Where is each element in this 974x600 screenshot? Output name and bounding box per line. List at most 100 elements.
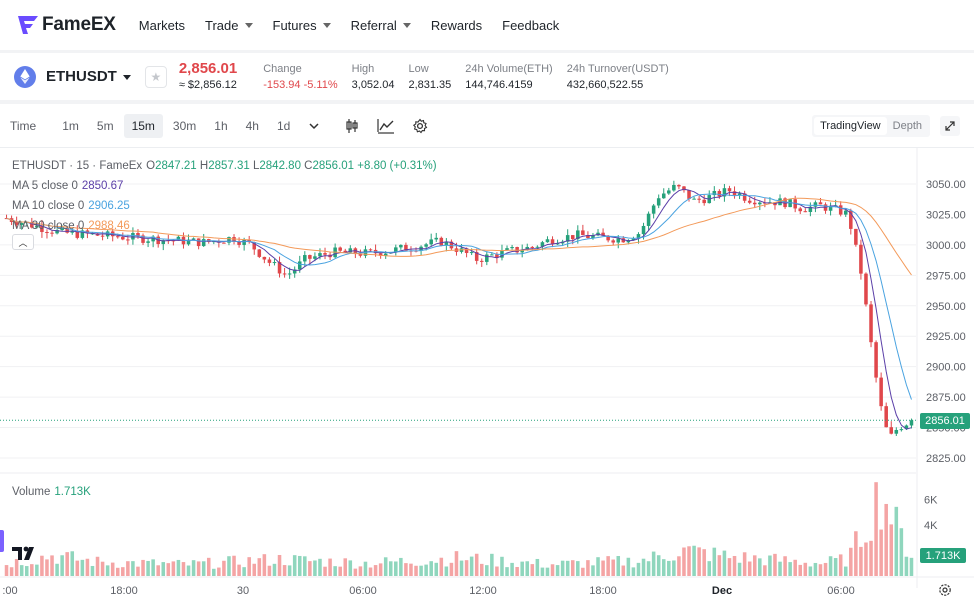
- interval-1d[interactable]: 1d: [276, 118, 291, 133]
- candle-body: [308, 255, 312, 259]
- volume-bar: [131, 561, 135, 576]
- favorite-star-icon[interactable]: ★: [144, 65, 167, 88]
- volume-bar: [874, 482, 878, 576]
- side-drawer-tab[interactable]: [0, 530, 4, 552]
- interval-1m[interactable]: 1m: [62, 118, 79, 133]
- price-chart[interactable]: 3050.00 3025.00 3000.00 2975.00 2950.00 2925.…: [0, 148, 974, 600]
- candle-body: [747, 200, 752, 203]
- stat-high-value: 3,052.04: [351, 78, 395, 91]
- volume-bar: [227, 556, 231, 576]
- nav-markets-label: Markets: [138, 17, 186, 33]
- candle-body: [30, 222, 34, 228]
- volume-bar: [742, 552, 747, 576]
- nav-trade[interactable]: Trade: [205, 17, 253, 33]
- volume-bar: [394, 561, 398, 576]
- volume-bar: [626, 557, 631, 576]
- candle-body: [449, 241, 454, 249]
- indicator-icon[interactable]: [376, 116, 396, 136]
- candle-body: [803, 211, 808, 213]
- volume-bar: [75, 560, 80, 576]
- fullscreen-icon[interactable]: [940, 116, 960, 136]
- volume-bar: [303, 556, 307, 576]
- stat-high: High 3,052.04: [352, 61, 395, 93]
- interval-30m[interactable]: 30m: [172, 118, 197, 133]
- interval-5m[interactable]: 5m: [96, 118, 114, 133]
- nav-trade-label: Trade: [205, 17, 239, 33]
- x-tick-label: 18:00: [110, 585, 138, 597]
- interval-1h[interactable]: 1h: [214, 118, 228, 133]
- candle-body: [479, 260, 484, 262]
- candle-body: [818, 202, 823, 205]
- volume-bar: [242, 567, 246, 576]
- candle-body: [191, 238, 196, 240]
- candle-body: [732, 191, 737, 196]
- volume-bar: [545, 567, 550, 576]
- candlestick-icon[interactable]: [342, 116, 362, 136]
- stat-low-value: 2,831.35: [408, 78, 452, 91]
- chart-settings-icon[interactable]: [938, 583, 952, 597]
- chart-legend: ETHUSDT · 15 · FameEx O 2847.21 H 2857.31 …: [12, 156, 437, 236]
- candle-body: [798, 208, 803, 212]
- volume-bar: [864, 542, 868, 576]
- collapse-legend-icon[interactable]: ︿: [12, 234, 34, 250]
- volume-bar: [606, 556, 610, 576]
- candle-body: [631, 238, 636, 241]
- volume-bar: [485, 565, 489, 576]
- interval-15m[interactable]: 15m: [123, 113, 163, 138]
- volume-bar: [444, 566, 449, 576]
- volume-bar: [656, 555, 661, 576]
- interval-4h[interactable]: 4h: [245, 118, 259, 133]
- nav-markets[interactable]: Markets: [139, 18, 185, 33]
- volume-value: 1.713K: [54, 486, 91, 498]
- chevron-down-icon[interactable]: [304, 116, 324, 136]
- volume-bar: [115, 567, 120, 576]
- volume-bar: [540, 567, 545, 576]
- nav-futures[interactable]: Futures: [273, 18, 331, 33]
- legend-ma5[interactable]: MA 5 close 0 2850.67: [12, 176, 437, 196]
- candle-body: [444, 241, 449, 246]
- volume-bar: [399, 557, 403, 576]
- volume-bar: [651, 551, 656, 576]
- volume-bar: [201, 561, 206, 576]
- volume-bar: [404, 563, 408, 576]
- nav-referral[interactable]: Referral: [351, 18, 411, 33]
- symbol-selector[interactable]: ETHUSDT: [46, 68, 131, 85]
- legend-ma10[interactable]: MA 10 close 0 2906.25: [12, 196, 437, 216]
- volume-bar: [570, 560, 575, 576]
- tab-depth[interactable]: Depth: [892, 120, 922, 132]
- volume-bar: [707, 561, 712, 576]
- candle-body: [742, 193, 747, 201]
- nav-feedback[interactable]: Feedback: [502, 18, 559, 33]
- volume-bar: [196, 561, 201, 576]
- candle-body: [90, 233, 95, 235]
- settings-icon[interactable]: [410, 116, 430, 136]
- candle-body: [626, 240, 631, 243]
- candle-body: [161, 240, 166, 245]
- volume-bar: [176, 559, 181, 576]
- volume-bar: [667, 560, 671, 576]
- candle-body: [712, 190, 717, 196]
- brand-logo[interactable]: FameEX: [16, 13, 116, 37]
- x-tick-label: :00: [2, 585, 17, 597]
- volume-bar: [85, 558, 90, 576]
- candle-body: [297, 261, 302, 270]
- nav-rewards[interactable]: Rewards: [431, 18, 482, 33]
- volume-bar: [55, 563, 59, 576]
- legend-ma30[interactable]: MA 30 close 0 2988.46: [12, 216, 437, 236]
- candle-body: [35, 225, 39, 228]
- volume-bar: [126, 561, 130, 576]
- candle-body: [474, 252, 479, 261]
- volume-bar: [262, 554, 267, 576]
- legend-c-label: C: [304, 160, 313, 172]
- candle-body: [282, 273, 287, 275]
- candle-body: [843, 210, 848, 215]
- candle-body: [469, 252, 474, 254]
- volume-bar: [348, 560, 353, 576]
- tradingview-logo-icon[interactable]: [12, 545, 42, 565]
- candle-body: [646, 213, 651, 226]
- candle-body: [737, 193, 742, 196]
- volume-bar: [479, 563, 484, 576]
- tab-tradingview[interactable]: TradingView: [814, 117, 887, 135]
- candle-body: [186, 239, 191, 245]
